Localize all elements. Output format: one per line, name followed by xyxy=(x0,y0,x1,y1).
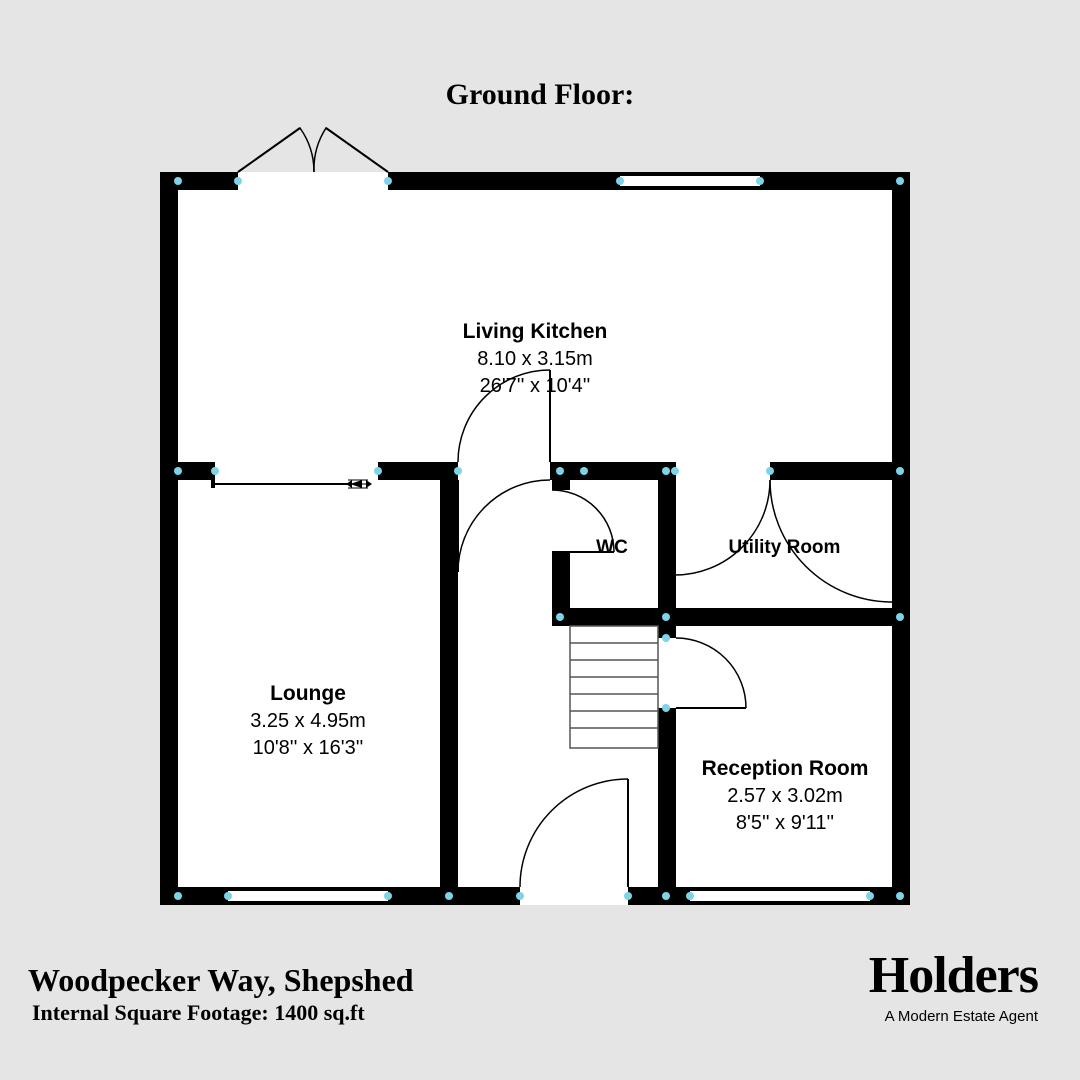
brand-tagline: A Modern Estate Agent xyxy=(869,1008,1038,1025)
square-footage: Internal Square Footage: 1400 sq.ft xyxy=(32,1000,365,1026)
room-wc: WC xyxy=(582,535,642,561)
room-utility: Utility Room xyxy=(682,535,887,561)
room-living-kitchen: Living Kitchen 8.10 x 3.15m 26'7'' x 10'… xyxy=(395,318,675,400)
property-address: Woodpecker Way, Shepshed xyxy=(28,962,414,999)
floorplan xyxy=(0,0,1080,1080)
brand-name: Holders xyxy=(869,950,1038,1002)
room-lounge: Lounge 3.25 x 4.95m 10'8'' x 16'3'' xyxy=(195,680,421,762)
brand-block: Holders A Modern Estate Agent xyxy=(869,950,1038,1025)
room-reception: Reception Room 2.57 x 3.02m 8'5'' x 9'11… xyxy=(680,755,890,837)
